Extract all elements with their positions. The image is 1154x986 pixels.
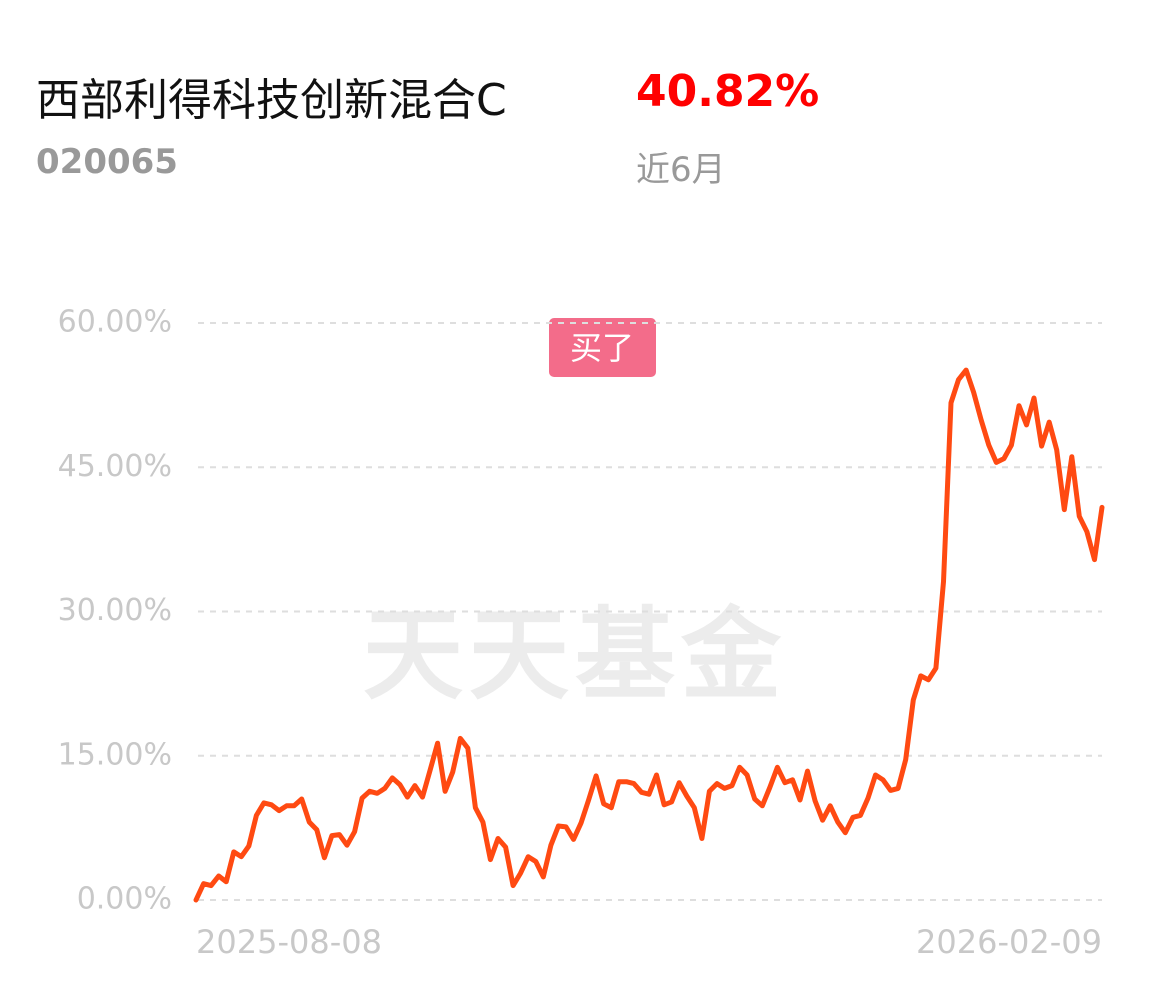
grid: 0.00% 15.00% 30.00% 45.00% 60.00% 2025-08-08 2… <box>58 305 1102 961</box>
x-tick-label: 2026-02-09 <box>916 923 1102 961</box>
buy-badge <box>549 318 656 377</box>
y-tick-label: 45.00% <box>58 449 172 484</box>
watermark: 天天基金 <box>363 596 787 713</box>
period-label: 近6月 <box>636 150 726 190</box>
y-tick-label: 30.00% <box>58 593 172 628</box>
y-tick-label: 15.00% <box>58 737 172 772</box>
line-series <box>193 367 1105 903</box>
x-tick-label: 2025-08-08 <box>196 923 382 961</box>
buy-label: 买了 <box>570 329 634 367</box>
fund-return: 40.82% <box>636 66 820 117</box>
plot <box>193 367 1105 903</box>
y-tick-label: 0.00% <box>77 882 172 917</box>
fund-code: 020065 <box>36 142 178 182</box>
fund-title: 西部利得科技创新混合C <box>36 75 507 126</box>
y-tick-label: 60.00% <box>58 305 172 340</box>
